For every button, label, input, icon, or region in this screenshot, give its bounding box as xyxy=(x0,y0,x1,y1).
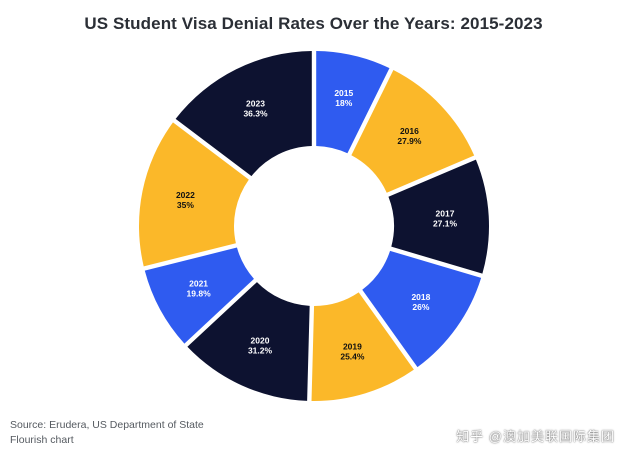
slice-value-label: 27.9% xyxy=(397,136,422,146)
slice-value-label: 31.2% xyxy=(248,346,273,356)
slice-2021[interactable] xyxy=(144,247,254,344)
slice-category-label: 2016 xyxy=(400,126,419,136)
slice-2020[interactable] xyxy=(187,282,310,401)
slice-2015[interactable] xyxy=(316,51,390,154)
slice-2022[interactable] xyxy=(139,122,249,267)
slice-category-label: 2015 xyxy=(334,88,353,98)
slice-category-label: 2017 xyxy=(436,209,455,219)
slice-2019[interactable] xyxy=(311,292,414,401)
slice-value-label: 25.4% xyxy=(340,352,365,362)
slice-2023[interactable] xyxy=(175,51,312,177)
slice-value-label: 36.3% xyxy=(243,109,268,119)
slice-category-label: 2021 xyxy=(189,279,208,289)
slice-category-label: 2023 xyxy=(246,99,265,109)
slice-value-label: 35% xyxy=(177,200,194,210)
watermark: 知乎 @澳加美联国际集团 xyxy=(456,429,615,444)
slice-value-label: 27.1% xyxy=(433,219,458,229)
slice-2018[interactable] xyxy=(362,250,482,368)
slice-category-label: 2020 xyxy=(251,336,270,346)
slice-value-label: 19.8% xyxy=(187,289,212,299)
chart-title: US Student Visa Denial Rates Over the Ye… xyxy=(84,14,543,33)
slice-value-label: 18% xyxy=(335,98,352,108)
slice-value-label: 26% xyxy=(412,302,429,312)
slice-category-label: 2022 xyxy=(176,190,195,200)
chart-credit: Flourish chart xyxy=(10,434,74,446)
slice-category-label: 2019 xyxy=(343,342,362,352)
slice-2016[interactable] xyxy=(351,70,475,193)
slice-2017[interactable] xyxy=(388,159,489,274)
source-note: Source: Erudera, US Department of State xyxy=(10,419,204,431)
slice-category-label: 2018 xyxy=(411,292,430,302)
donut-slices xyxy=(139,51,489,401)
